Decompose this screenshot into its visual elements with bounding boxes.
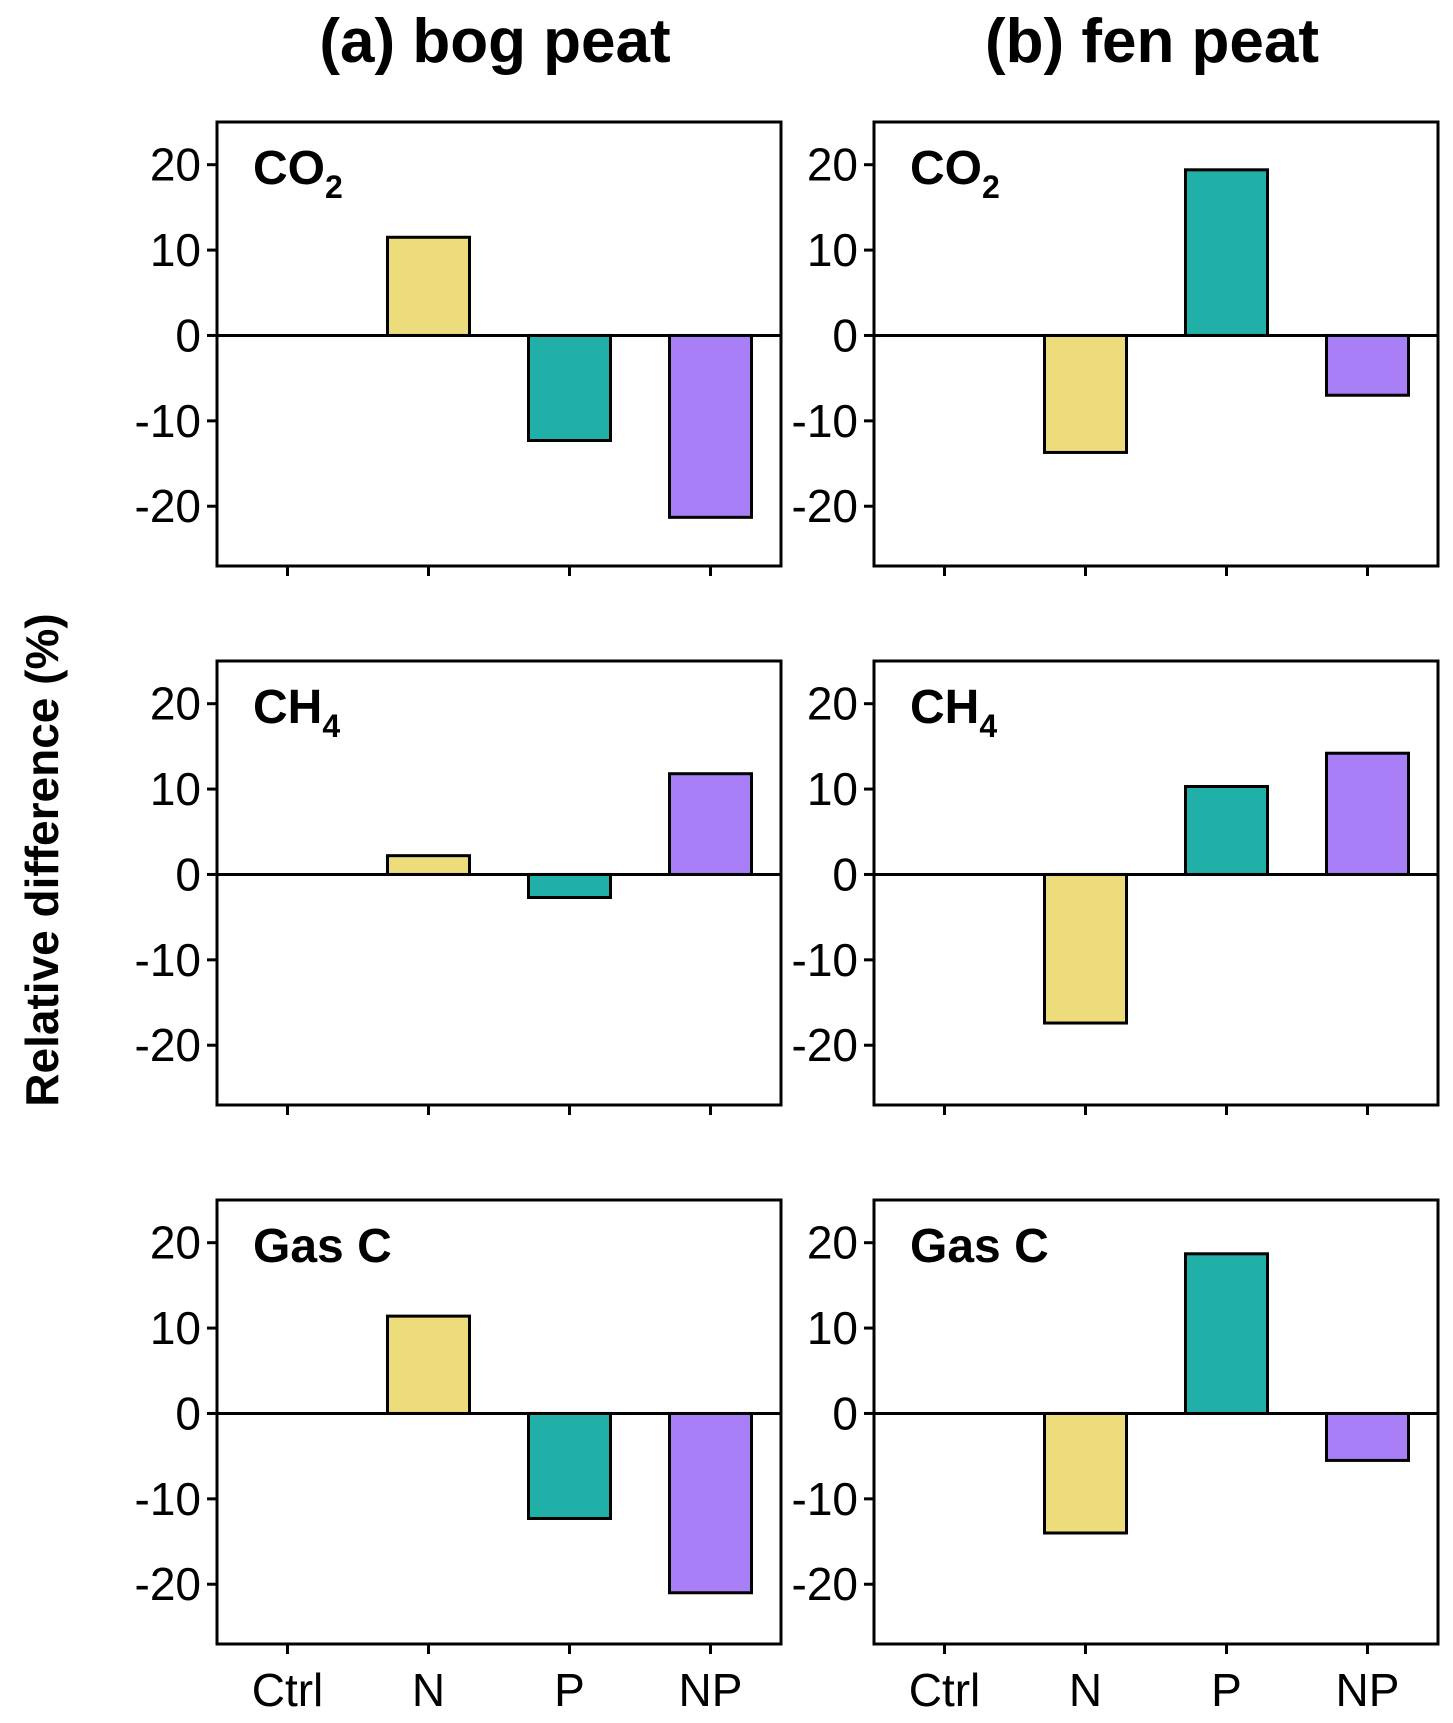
y-axis-label: Relative difference (%) xyxy=(16,613,68,1106)
y-tick-label: -10 xyxy=(135,1473,201,1525)
x-tick-label: Ctrl xyxy=(252,1664,324,1716)
bar-n xyxy=(386,1314,471,1415)
panel-label: Gas C xyxy=(910,1220,1049,1273)
y-tick-label: -20 xyxy=(792,1019,858,1071)
y-tick-label: 0 xyxy=(832,848,858,900)
y-tick-label: 10 xyxy=(150,224,201,276)
y-tick-label: 0 xyxy=(175,848,201,900)
y-tick-label: -10 xyxy=(792,1473,858,1525)
panel-frame xyxy=(215,659,783,1107)
x-tick-label: N xyxy=(412,1664,445,1716)
x-tick-label: P xyxy=(1211,1664,1242,1716)
y-tick-label: -20 xyxy=(135,480,201,532)
bar-n xyxy=(386,235,471,337)
y-tick-label: 10 xyxy=(807,1302,858,1354)
bar-n xyxy=(1043,872,1128,1025)
y-tick-label: 20 xyxy=(150,1217,201,1269)
y-tick-label: 0 xyxy=(175,1387,201,1439)
y-tick-label: 0 xyxy=(832,1387,858,1439)
bar-p xyxy=(1184,168,1269,337)
column-title-bog: (a) bog peat xyxy=(319,7,670,76)
x-tick-label: Ctrl xyxy=(909,1664,981,1716)
y-tick-label: 10 xyxy=(150,1302,201,1354)
x-tick-label: NP xyxy=(1336,1664,1400,1716)
bar-np xyxy=(1325,333,1410,397)
bar-n xyxy=(386,854,471,876)
bar-np xyxy=(668,772,753,876)
x-tick-label: P xyxy=(554,1664,585,1716)
y-tick-label: -10 xyxy=(135,395,201,447)
y-tick-label: -10 xyxy=(792,395,858,447)
bar-p xyxy=(527,872,612,900)
panel-label: Gas C xyxy=(253,1220,392,1273)
x-tick-label: NP xyxy=(679,1664,743,1716)
y-tick-label: 20 xyxy=(807,678,858,730)
y-tick-label: -10 xyxy=(135,934,201,986)
x-tick-label: N xyxy=(1069,1664,1102,1716)
y-tick-label: -20 xyxy=(792,480,858,532)
column-title-fen: (b) fen peat xyxy=(985,7,1319,76)
y-tick-label: 10 xyxy=(150,763,201,815)
y-tick-label: 20 xyxy=(150,139,201,191)
panel-frame xyxy=(872,659,1440,1107)
bar-n xyxy=(1043,333,1128,454)
y-tick-label: 0 xyxy=(175,309,201,361)
bar-p xyxy=(527,333,612,442)
bar-np xyxy=(668,333,753,519)
bar-p xyxy=(1184,1252,1269,1415)
y-tick-label: 10 xyxy=(807,224,858,276)
y-tick-label: -20 xyxy=(792,1558,858,1610)
y-tick-label: 20 xyxy=(807,1217,858,1269)
y-tick-label: 20 xyxy=(807,139,858,191)
panel-label-subscript: 2 xyxy=(325,169,343,205)
bar-n xyxy=(1043,1411,1128,1535)
bar-np xyxy=(668,1411,753,1595)
panel-label-subscript: 4 xyxy=(979,708,997,744)
y-tick-label: -10 xyxy=(792,934,858,986)
y-tick-label: 0 xyxy=(832,309,858,361)
y-tick-label: -20 xyxy=(135,1558,201,1610)
bar-p xyxy=(527,1411,612,1520)
bar-p xyxy=(1184,785,1269,876)
panel-label-subscript: 2 xyxy=(982,169,1000,205)
y-tick-label: 20 xyxy=(150,678,201,730)
bar-np xyxy=(1325,1411,1410,1462)
y-tick-label: -20 xyxy=(135,1019,201,1071)
panel-label-subscript: 4 xyxy=(322,708,340,744)
bar-np xyxy=(1325,751,1410,876)
y-tick-label: 10 xyxy=(807,763,858,815)
